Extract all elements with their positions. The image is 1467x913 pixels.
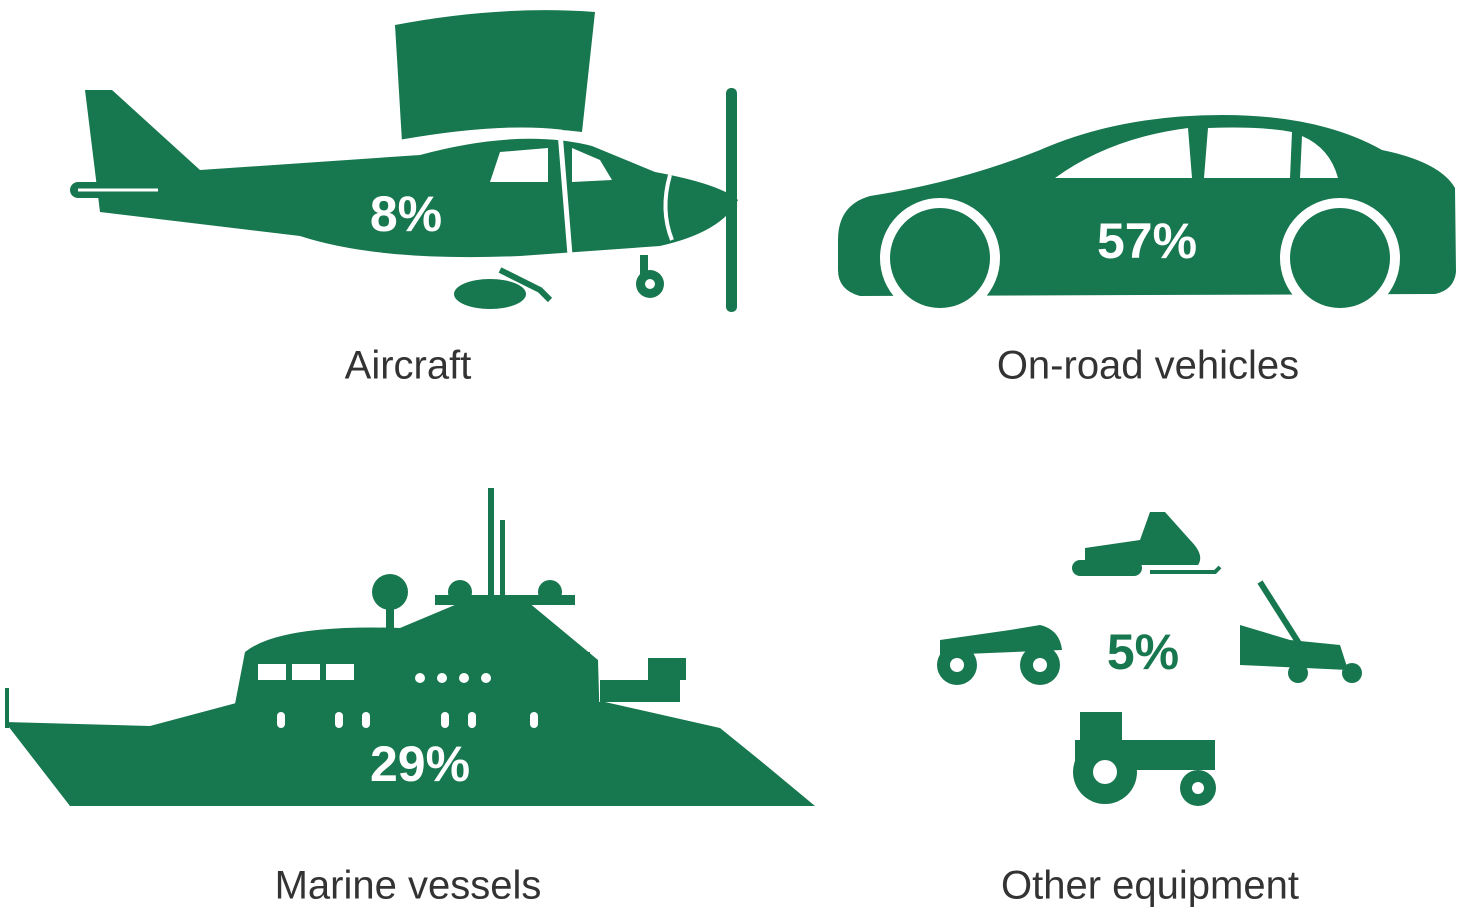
aircraft-share: 8% bbox=[370, 186, 442, 242]
equipment-share: 5% bbox=[1107, 624, 1179, 680]
page: Vehicle categories {"items": [ {"label":… bbox=[0, 0, 1467, 913]
boat-share: 29% bbox=[370, 736, 470, 792]
car-label: On-road vehicles bbox=[997, 344, 1299, 388]
car-share: 57% bbox=[1097, 213, 1197, 269]
boat-label: Marine vessels bbox=[275, 864, 542, 908]
infographic: 8% Aircraft 57% On-road vehicles bbox=[0, 0, 1467, 913]
aircraft-icon bbox=[70, 10, 738, 312]
aircraft-label: Aircraft bbox=[345, 344, 472, 388]
body: 8% Aircraft 57% On-road vehicles bbox=[0, 0, 1467, 913]
equipment-label: Other equipment bbox=[1001, 864, 1299, 908]
